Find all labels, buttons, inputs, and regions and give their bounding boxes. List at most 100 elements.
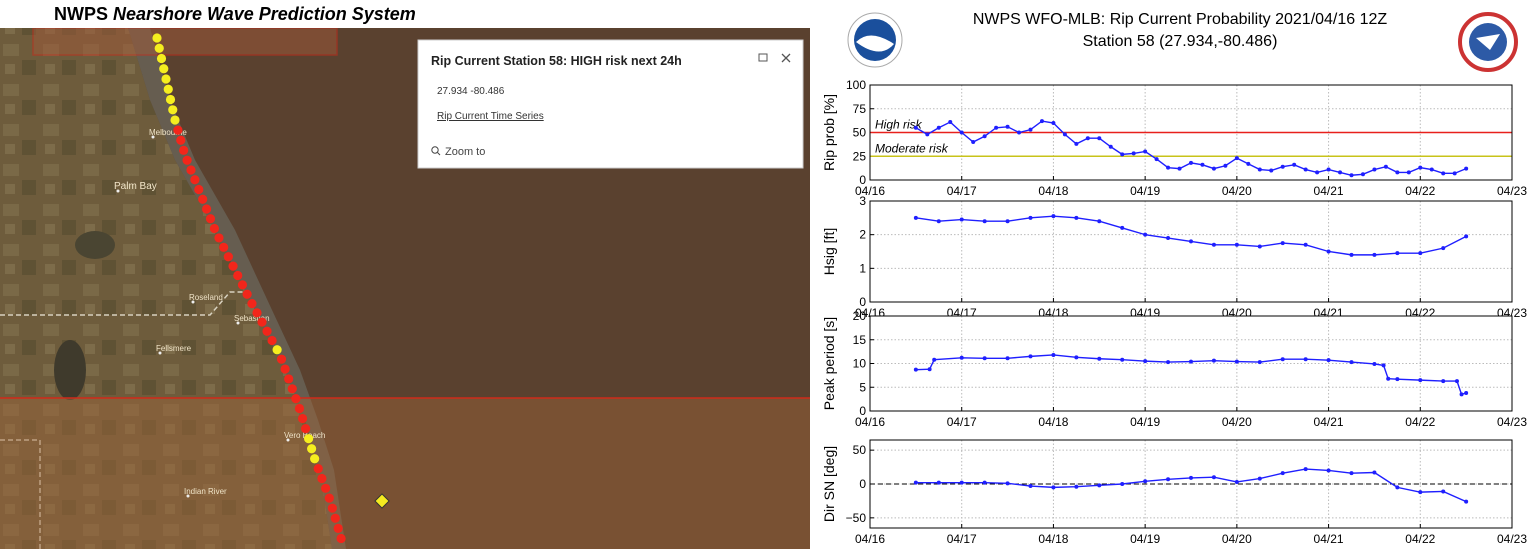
series-line: [915, 354, 1467, 396]
station-dot[interactable]: [179, 145, 189, 155]
series-point: [913, 215, 918, 220]
station-dot[interactable]: [276, 354, 287, 364]
place-label: Sebastian: [234, 314, 270, 323]
station-dot[interactable]: [304, 434, 314, 444]
station-dot[interactable]: [176, 135, 186, 145]
series-point: [982, 480, 987, 485]
station-dot[interactable]: [223, 252, 233, 262]
buoy[interactable]: [374, 493, 390, 509]
series-point: [1120, 152, 1125, 157]
series-point: [936, 480, 941, 485]
series-point: [1028, 354, 1033, 359]
road: [0, 291, 250, 549]
station-dot[interactable]: [228, 261, 238, 271]
station-dot[interactable]: [152, 33, 162, 43]
series-point: [1372, 167, 1377, 172]
series-point: [925, 132, 930, 137]
y-axis-label: Dir SN [deg]: [821, 446, 837, 522]
station-dot[interactable]: [257, 317, 267, 327]
y-tick-label: 50: [853, 126, 867, 140]
station-dot[interactable]: [307, 444, 317, 454]
series-point: [1464, 499, 1469, 504]
series-point: [1028, 484, 1033, 489]
station-dot[interactable]: [190, 175, 200, 185]
station-dot[interactable]: [272, 345, 282, 355]
series-point: [1177, 166, 1182, 171]
title-bold: NWPS: [54, 4, 108, 24]
station-dot[interactable]: [154, 43, 164, 53]
station-dot[interactable]: [186, 165, 196, 175]
station-dot[interactable]: [300, 424, 311, 434]
station-dot[interactable]: [170, 115, 180, 125]
zoom-icon: [437, 152, 441, 156]
series-point: [1257, 476, 1262, 481]
station-dot[interactable]: [161, 74, 171, 84]
y-tick-label: 100: [846, 78, 866, 92]
station-dot[interactable]: [247, 299, 257, 309]
station-dot[interactable]: [327, 503, 337, 513]
y-tick-label: 5: [859, 380, 866, 394]
station-dot[interactable]: [219, 242, 229, 252]
y-tick-label: 0: [859, 173, 866, 187]
series-point: [982, 356, 987, 361]
logo-bird: [856, 35, 894, 52]
station-dot[interactable]: [198, 194, 208, 204]
station-dot[interactable]: [194, 184, 204, 195]
station-dot[interactable]: [310, 454, 320, 464]
station-dot[interactable]: [214, 233, 224, 243]
series-point: [994, 125, 999, 130]
x-tick-label: 04/23: [1497, 532, 1527, 546]
station-dot[interactable]: [159, 64, 169, 74]
series-point: [1051, 121, 1056, 125]
zoom-link[interactable]: Zoom to: [445, 146, 485, 158]
station-dot[interactable]: [163, 84, 173, 94]
station-dot[interactable]: [317, 473, 327, 484]
station-dot[interactable]: [165, 94, 176, 105]
station-dot[interactable]: [237, 280, 248, 290]
lake: [75, 231, 115, 259]
series-point: [1326, 167, 1331, 172]
station-dot[interactable]: [233, 270, 243, 281]
station-dot[interactable]: [294, 403, 305, 414]
station-dot[interactable]: [313, 464, 323, 474]
place-dot: [158, 351, 162, 355]
station-dot[interactable]: [156, 53, 167, 64]
station-dot[interactable]: [252, 308, 262, 318]
popup-link[interactable]: Rip Current Time Series: [437, 111, 544, 122]
station-dot[interactable]: [321, 483, 331, 493]
station-dot[interactable]: [205, 214, 216, 224]
station-dot[interactable]: [333, 523, 343, 533]
station-dot[interactable]: [330, 513, 340, 523]
y-tick-label: −50: [846, 511, 867, 525]
series-point: [971, 140, 976, 144]
series-point: [1303, 167, 1308, 172]
x-tick-label: 04/18: [1038, 184, 1068, 198]
station-dot[interactable]: [336, 533, 346, 544]
dock-icon[interactable]: [758, 53, 768, 62]
station-dot[interactable]: [173, 125, 183, 135]
station-dot[interactable]: [182, 155, 192, 165]
series-point: [1338, 170, 1343, 175]
station-dot[interactable]: [284, 374, 294, 384]
station-dot[interactable]: [209, 223, 219, 234]
series-point: [913, 367, 918, 372]
station-dot[interactable]: [291, 394, 301, 404]
series-point: [1280, 241, 1285, 246]
station-dot[interactable]: [324, 493, 334, 503]
zoom-icon[interactable]: [431, 146, 439, 154]
close-icon[interactable]: [781, 53, 791, 63]
station-dot[interactable]: [168, 105, 178, 115]
station-dot[interactable]: [287, 384, 297, 394]
x-tick-label: 04/16: [855, 532, 885, 546]
station-dot[interactable]: [280, 364, 290, 374]
station-dot[interactable]: [267, 335, 277, 346]
station-dot[interactable]: [297, 413, 308, 424]
y-tick-label: 0: [859, 477, 866, 491]
y-tick-label: 0: [859, 295, 866, 309]
series-point: [1097, 356, 1102, 361]
station-dot[interactable]: [201, 204, 212, 214]
station-dot[interactable]: [242, 289, 252, 299]
series-point: [1360, 172, 1365, 177]
station-dot[interactable]: [262, 326, 272, 336]
series-point: [1386, 376, 1391, 381]
